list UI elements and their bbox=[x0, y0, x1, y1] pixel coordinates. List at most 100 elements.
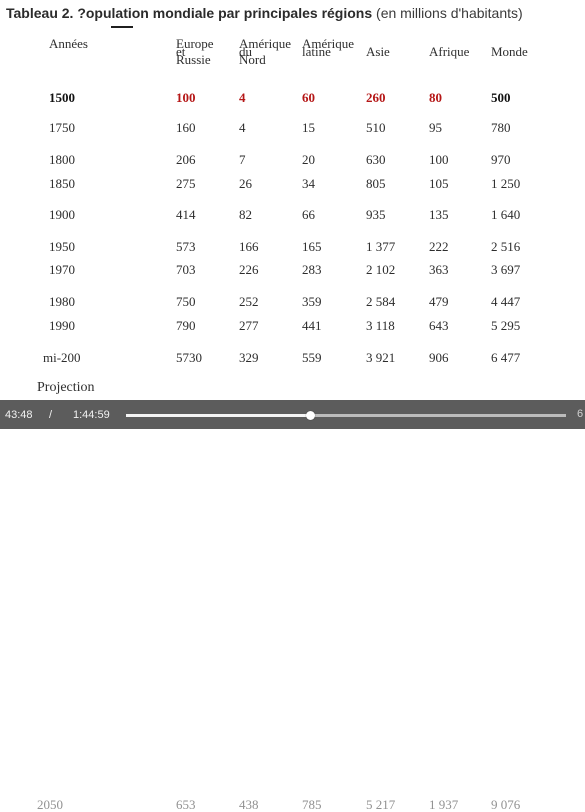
asia-value: 935 bbox=[366, 207, 386, 222]
north-america-value: 252 bbox=[239, 294, 259, 309]
header-europe-line-2: et bbox=[176, 44, 186, 59]
video-progress-fill bbox=[126, 414, 310, 417]
year-cell: 1500 bbox=[49, 90, 75, 105]
world-value: 3 697 bbox=[491, 262, 521, 277]
europe-russia-value: 703 bbox=[176, 262, 196, 277]
europe-russia-value: 414 bbox=[176, 207, 196, 222]
europe-russia-value: 160 bbox=[176, 120, 196, 135]
asia-value: 805 bbox=[366, 176, 386, 191]
africa-value: 363 bbox=[429, 262, 449, 277]
header-europe-line-1: Europe bbox=[176, 36, 214, 51]
header-latin-america-line-1: Amérique bbox=[302, 36, 354, 51]
projection-asia-value: 5 217 bbox=[366, 797, 396, 812]
world-value: 1 250 bbox=[491, 176, 521, 191]
africa-value: 135 bbox=[429, 207, 449, 222]
caption-title: Tableau 2. ?opulation mondiale par princ… bbox=[6, 5, 373, 21]
playback-speed-label[interactable]: 6 bbox=[577, 408, 584, 420]
world-value: 970 bbox=[491, 152, 511, 167]
projection-north-america-value: 438 bbox=[239, 797, 259, 812]
header-europe-russia: Europe et Russie bbox=[176, 36, 214, 67]
latin-america-value: 559 bbox=[302, 350, 322, 365]
north-america-value: 329 bbox=[239, 350, 259, 365]
projection-latin-america-value: 785 bbox=[302, 797, 322, 812]
asia-value: 630 bbox=[366, 152, 386, 167]
caption-underline bbox=[111, 26, 133, 28]
europe-russia-value: 573 bbox=[176, 239, 196, 254]
total-duration: 1:44:59 bbox=[73, 409, 110, 421]
world-value: 500 bbox=[491, 90, 511, 105]
world-value: 780 bbox=[491, 120, 511, 135]
europe-russia-value: 100 bbox=[176, 90, 196, 105]
current-time: 43:48 bbox=[5, 409, 33, 421]
north-america-value: 166 bbox=[239, 239, 259, 254]
year-cell: 1750 bbox=[49, 120, 75, 135]
latin-america-value: 66 bbox=[302, 207, 315, 222]
africa-value: 105 bbox=[429, 176, 449, 191]
year-cell: 1980 bbox=[49, 294, 75, 309]
latin-america-value: 60 bbox=[302, 90, 315, 105]
header-years: Années bbox=[49, 36, 88, 51]
north-america-value: 4 bbox=[239, 90, 246, 105]
world-value: 2 516 bbox=[491, 239, 521, 254]
north-america-value: 277 bbox=[239, 318, 259, 333]
year-cell: 1850 bbox=[49, 176, 75, 191]
header-asia-line-1: Asie bbox=[366, 44, 390, 59]
africa-value: 643 bbox=[429, 318, 449, 333]
table-caption: Tableau 2. ?opulation mondiale par princ… bbox=[6, 3, 585, 23]
header-europe-line-3: Russie bbox=[176, 52, 211, 67]
header-north-america-line-1: Amérique bbox=[239, 36, 291, 51]
header-north-america-line-2: du bbox=[239, 44, 252, 59]
year-cell: 1950 bbox=[49, 239, 75, 254]
africa-value: 906 bbox=[429, 350, 449, 365]
header-world-line-1: Monde bbox=[491, 44, 528, 59]
year-cell: mi-200 bbox=[43, 350, 81, 365]
africa-value: 100 bbox=[429, 152, 449, 167]
north-america-value: 7 bbox=[239, 152, 246, 167]
latin-america-value: 20 bbox=[302, 152, 315, 167]
latin-america-value: 283 bbox=[302, 262, 322, 277]
header-world: Monde bbox=[491, 44, 528, 59]
projection-label: Projection bbox=[37, 380, 95, 395]
projection-africa-value: 1 937 bbox=[429, 797, 459, 812]
asia-value: 3 118 bbox=[366, 318, 395, 333]
asia-value: 2 584 bbox=[366, 294, 396, 309]
header-latin-america: Amérique latine bbox=[302, 36, 354, 58]
latin-america-value: 15 bbox=[302, 120, 315, 135]
asia-value: 510 bbox=[366, 120, 386, 135]
world-value: 4 447 bbox=[491, 294, 521, 309]
progress-scrubber-handle[interactable] bbox=[305, 411, 315, 420]
north-america-value: 4 bbox=[239, 120, 246, 135]
year-cell: 1800 bbox=[49, 152, 75, 167]
world-value: 1 640 bbox=[491, 207, 521, 222]
projection-year-cell: 2050 bbox=[37, 797, 63, 812]
year-cell: 1970 bbox=[49, 262, 75, 277]
year-cell: 1900 bbox=[49, 207, 75, 222]
europe-russia-value: 750 bbox=[176, 294, 196, 309]
world-value: 6 477 bbox=[491, 350, 521, 365]
asia-value: 1 377 bbox=[366, 239, 396, 254]
projection-world-value: 9 076 bbox=[491, 797, 521, 812]
header-africa-line-1: Afrique bbox=[429, 44, 470, 59]
header-north-america-line-3: Nord bbox=[239, 52, 266, 67]
time-separator: / bbox=[49, 409, 53, 421]
world-value: 5 295 bbox=[491, 318, 521, 333]
asia-value: 260 bbox=[366, 90, 386, 105]
header-years-line-1: Années bbox=[49, 36, 88, 51]
header-asia: Asie bbox=[366, 44, 390, 59]
asia-value: 2 102 bbox=[366, 262, 396, 277]
north-america-value: 82 bbox=[239, 207, 252, 222]
europe-russia-value: 275 bbox=[176, 176, 196, 191]
population-table: Années Europe et Russie Amérique du Nord… bbox=[37, 36, 528, 811]
video-progress-bar[interactable] bbox=[126, 411, 566, 420]
latin-america-value: 441 bbox=[302, 318, 322, 333]
header-africa: Afrique bbox=[429, 44, 470, 59]
europe-russia-value: 5730 bbox=[176, 350, 202, 365]
header-north-america: Amérique du Nord bbox=[239, 36, 291, 67]
caption-unit: (en millions d'habitants) bbox=[372, 5, 523, 21]
africa-value: 222 bbox=[429, 239, 449, 254]
africa-value: 80 bbox=[429, 90, 442, 105]
latin-america-value: 165 bbox=[302, 239, 322, 254]
africa-value: 95 bbox=[429, 120, 442, 135]
latin-america-value: 359 bbox=[302, 294, 322, 309]
projection-europe-value: 653 bbox=[176, 797, 196, 812]
